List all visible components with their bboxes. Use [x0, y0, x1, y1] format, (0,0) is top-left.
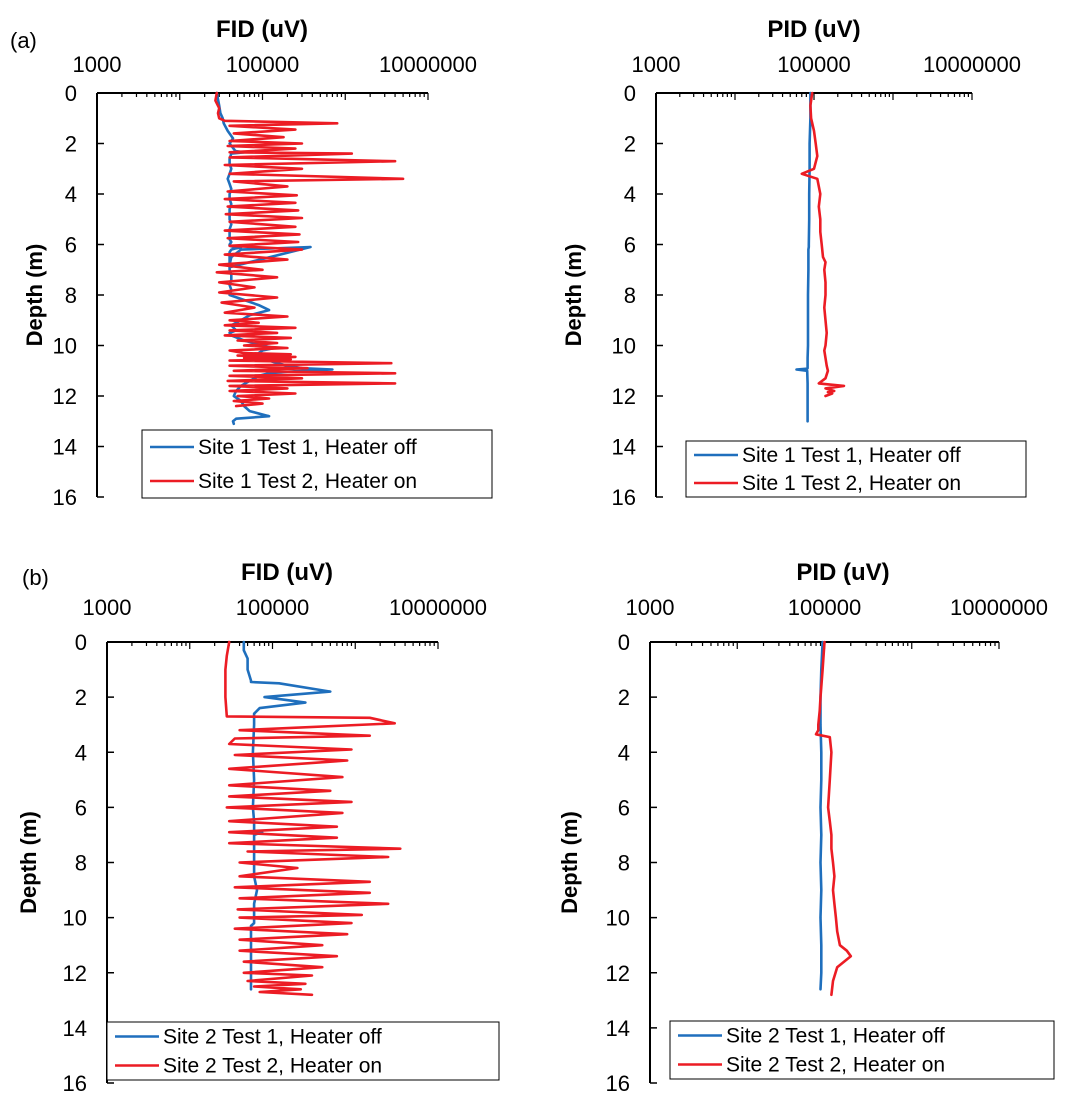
y-tick-label: 12	[606, 961, 630, 986]
y-tick-label: 12	[612, 384, 636, 409]
y-tick-label: 14	[63, 1016, 87, 1041]
chart-site1-fid: FID (uV) Depth (m) 1000 100000 10000000 0 2 4 6 8…	[22, 16, 493, 510]
x-axis-title: FID (uV)	[241, 559, 333, 586]
y-tick-label: 2	[618, 685, 630, 710]
x-tick-label: 100000	[236, 595, 309, 620]
x-axis-title: FID (uV)	[216, 16, 308, 43]
legend-label-2: Site 2 Test 2, Heater on	[163, 1055, 382, 1078]
legend-label-2: Site 1 Test 2, Heater on	[198, 470, 417, 493]
y-axis-title: Depth (m)	[557, 811, 582, 914]
y-tick-label: 6	[65, 233, 77, 258]
y-tick-label: 8	[75, 851, 87, 876]
legend-label-1: Site 1 Test 1, Heater off	[742, 444, 961, 467]
x-tick-label: 100000	[788, 595, 861, 620]
legend-label-2: Site 2 Test 2, Heater on	[726, 1054, 945, 1077]
series-line-2	[214, 91, 405, 408]
y-tick-label: 2	[624, 132, 636, 157]
x-tick-label: 10000000	[389, 595, 487, 620]
x-tick-label: 10000000	[950, 595, 1048, 620]
y-tick-label: 8	[65, 283, 77, 308]
y-tick-label: 0	[65, 81, 77, 106]
y-tick-label: 4	[624, 182, 636, 207]
series-line-2	[224, 640, 402, 997]
x-tick-label: 1000	[83, 595, 132, 620]
y-tick-label: 6	[618, 795, 630, 820]
y-axis-title: Depth (m)	[561, 244, 586, 347]
series-line-2	[814, 640, 853, 997]
y-tick-label: 6	[75, 795, 87, 820]
y-tick-label: 14	[606, 1016, 630, 1041]
y-axis-title: Depth (m)	[16, 811, 41, 914]
legend-box	[685, 440, 1027, 498]
y-tick-label: 16	[606, 1071, 630, 1096]
y-axis-title: Depth (m)	[22, 244, 47, 347]
y-tick-label: 10	[612, 334, 636, 359]
y-tick-label: 14	[53, 435, 77, 460]
y-tick-label: 0	[618, 630, 630, 655]
y-tick-label: 10	[53, 334, 77, 359]
x-tick-label: 10000000	[923, 52, 1021, 77]
legend-label-1: Site 2 Test 1, Heater off	[163, 1026, 382, 1049]
y-tick-label: 8	[624, 283, 636, 308]
x-tick-label: 100000	[777, 52, 850, 77]
y-tick-label: 2	[75, 685, 87, 710]
y-tick-label: 10	[606, 906, 630, 931]
y-tick-label: 4	[618, 740, 630, 765]
chart-site2-fid: FID (uV) Depth (m) 1000 100000 10000000 0 2 4 6 8…	[16, 559, 500, 1096]
series-line-1	[242, 640, 332, 991]
y-tick-label: 12	[53, 384, 77, 409]
x-tick-label: 1000	[73, 52, 122, 77]
y-tick-label: 14	[612, 435, 636, 460]
x-axis-title: PID (uV)	[796, 559, 889, 586]
y-tick-label: 4	[65, 182, 77, 207]
panel-label-a: (a)	[10, 28, 37, 53]
y-tick-label: 16	[612, 485, 636, 510]
x-tick-label: 1000	[632, 52, 681, 77]
panel-label-b: (b)	[22, 565, 49, 590]
series-line-2	[800, 91, 846, 398]
legend-label-1: Site 1 Test 1, Heater off	[198, 436, 417, 459]
chart-site2-pid: PID (uV) Depth (m) 1000 100000 10000000 0 2 4 6 8…	[557, 559, 1055, 1096]
x-tick-label: 10000000	[379, 52, 477, 77]
y-tick-label: 12	[63, 961, 87, 986]
y-tick-label: 6	[624, 233, 636, 258]
x-tick-label: 100000	[226, 52, 299, 77]
legend-box	[669, 1020, 1055, 1080]
y-tick-label: 16	[53, 485, 77, 510]
legend-box	[106, 1021, 500, 1081]
y-tick-label: 4	[75, 740, 87, 765]
x-tick-label: 1000	[626, 595, 675, 620]
legend-label-1: Site 2 Test 1, Heater off	[726, 1025, 945, 1048]
y-tick-label: 8	[618, 851, 630, 876]
x-axis-title: PID (uV)	[767, 16, 860, 43]
y-tick-label: 16	[63, 1071, 87, 1096]
y-tick-label: 2	[65, 132, 77, 157]
y-tick-label: 0	[75, 630, 87, 655]
chart-site1-pid: PID (uV) Depth (m) 1000 100000 10000000 0 2 4 6 8…	[561, 16, 1027, 510]
y-tick-label: 0	[624, 81, 636, 106]
y-tick-label: 10	[63, 906, 87, 931]
legend-label-2: Site 1 Test 2, Heater on	[742, 472, 961, 495]
series-line-1	[795, 91, 812, 423]
legend-box	[141, 429, 493, 499]
